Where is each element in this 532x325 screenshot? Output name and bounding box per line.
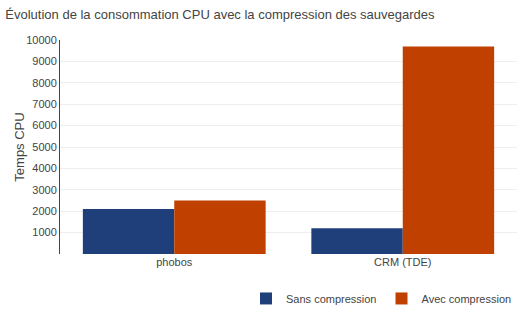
svg-text:Sans compression: Sans compression	[286, 293, 377, 305]
svg-text:8000: 8000	[32, 77, 56, 89]
svg-text:7000: 7000	[32, 98, 56, 110]
svg-text:4000: 4000	[32, 162, 56, 174]
svg-text:2000: 2000	[32, 205, 56, 217]
svg-text:3000: 3000	[32, 184, 56, 196]
svg-text:9000: 9000	[32, 55, 56, 67]
svg-text:10000: 10000	[26, 34, 57, 46]
svg-text:Avec compression: Avec compression	[422, 293, 512, 305]
svg-text:CRM (TDE): CRM (TDE)	[374, 256, 431, 268]
svg-text:5000: 5000	[32, 141, 56, 153]
svg-text:1000: 1000	[32, 226, 56, 238]
svg-text:Temps CPU: Temps CPU	[12, 112, 27, 181]
svg-text:phobos: phobos	[156, 256, 193, 268]
svg-text:Évolution de la consommation C: Évolution de la consommation CPU avec la…	[5, 7, 435, 22]
svg-text:6000: 6000	[32, 119, 56, 131]
